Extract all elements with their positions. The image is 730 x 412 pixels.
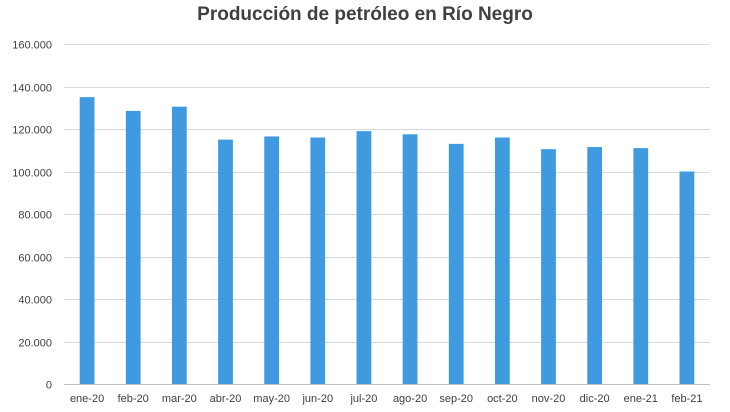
y-tick-label: 100.000	[12, 168, 52, 180]
bar-feb-21	[679, 171, 695, 384]
x-tick-label: ago-20	[393, 393, 427, 405]
bar-sep-20	[448, 143, 464, 384]
bar-jun-20	[310, 137, 326, 384]
x-tick-label: jul-20	[349, 393, 377, 405]
x-tick-label: feb-20	[118, 393, 149, 405]
bar-mar-20	[171, 106, 187, 384]
bar-ago-20	[402, 134, 418, 384]
x-tick-label: jun-20	[301, 393, 333, 405]
y-tick-label: 140.000	[12, 83, 52, 95]
x-tick-label: oct-20	[487, 393, 518, 405]
x-tick-label: abr-20	[210, 393, 242, 405]
y-tick-label: 0	[46, 380, 52, 392]
bar-dic-20	[587, 147, 603, 384]
y-tick-label: 20.000	[18, 338, 52, 350]
gridlines	[64, 44, 710, 385]
y-axis-ticks: 0 20.000 40.000 60.000 80.000 100.000 120.000 1…	[12, 40, 52, 392]
x-axis-ticks: ene-20 feb-20 mar-20 abr-20 may-20 jun-20 jul-…	[70, 393, 703, 405]
x-tick-label: ene-21	[624, 393, 658, 405]
x-tick-label: may-20	[253, 393, 290, 405]
y-tick-label: 40.000	[18, 295, 52, 307]
bar-abr-20	[218, 139, 233, 384]
x-tick-label: nov-20	[532, 393, 566, 405]
x-tick-label: dic-20	[580, 393, 610, 405]
bar-ene-21	[633, 148, 649, 384]
x-tick-label: ene-20	[70, 393, 104, 405]
y-tick-label: 120.000	[12, 125, 52, 137]
chart-title: Producción de petróleo en Río Negro	[197, 4, 533, 25]
bar-oct-20	[494, 137, 510, 384]
bar-ene-20	[79, 97, 95, 384]
y-tick-label: 160.000	[12, 40, 52, 52]
bars	[79, 97, 695, 384]
bar-nov-20	[541, 149, 556, 384]
bar-may-20	[264, 136, 280, 384]
x-tick-label: feb-21	[671, 393, 702, 405]
bar-feb-20	[125, 110, 141, 384]
y-tick-label: 80.000	[18, 210, 52, 222]
y-tick-label: 60.000	[18, 253, 52, 265]
x-tick-label: sep-20	[439, 393, 473, 405]
bar-jul-20	[356, 131, 372, 384]
x-tick-label: mar-20	[162, 393, 197, 405]
